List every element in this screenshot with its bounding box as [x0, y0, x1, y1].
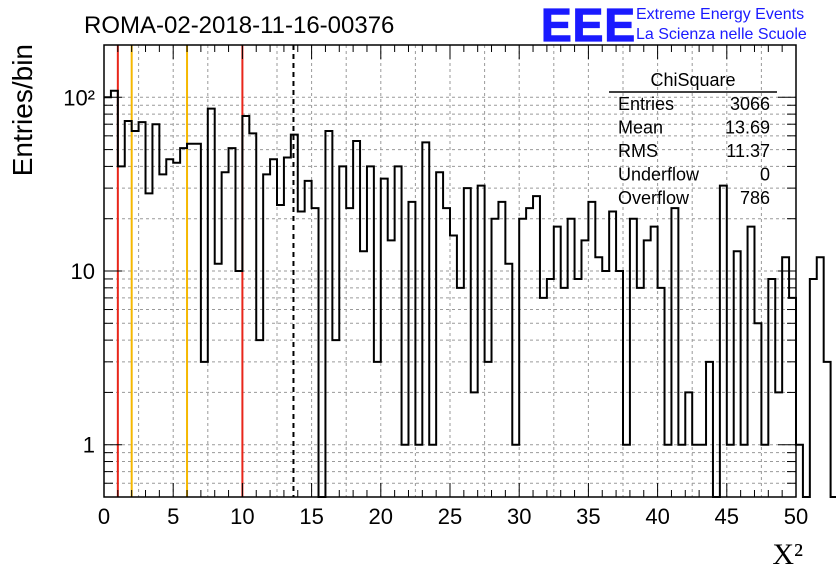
stats-row-value: 0 [760, 165, 770, 185]
stats-row-value: 786 [740, 188, 770, 208]
eee-logo: EEE Extreme Energy Events La Scienza nel… [540, 0, 807, 52]
x-axis-label: X² [772, 538, 803, 571]
x-tick-label: 40 [645, 504, 669, 529]
x-tick-labels: 0 5 10 15 20 25 30 35 40 45 50 [98, 504, 808, 529]
y-tick-label: 1 [83, 433, 95, 458]
stats-box: ChiSquare Entries 3066 Mean 13.69 RMS 11.37 Un… [609, 70, 777, 208]
stats-row-label: RMS [618, 141, 658, 161]
x-tick-label: 20 [369, 504, 393, 529]
axis-ticks [103, 44, 797, 498]
x-tick-label: 50 [784, 504, 808, 529]
x-tick-label: 30 [507, 504, 531, 529]
stats-row-label: Entries [618, 94, 674, 114]
y-tick-labels: 1 10 10² [63, 85, 95, 457]
x-tick-label: 45 [715, 504, 739, 529]
stats-title: ChiSquare [650, 70, 735, 90]
stats-row-label: Underflow [618, 165, 700, 185]
x-tick-label: 35 [576, 504, 600, 529]
histogram-line [104, 89, 836, 498]
logo-line-2: La Scienza nelle Scuole [636, 26, 807, 43]
x-tick-label: 5 [167, 504, 179, 529]
x-tick-label: 10 [230, 504, 254, 529]
stats-row-value: 3066 [730, 94, 770, 114]
y-axis-label: Entries/bin [7, 44, 38, 176]
eee-logo-text: EEE [541, 0, 636, 51]
run-title: ROMA-02-2018-11-16-00376 [84, 12, 394, 39]
stats-rows: Entries 3066 Mean 13.69 RMS 11.37 Underflow 0 Ov… [618, 94, 770, 208]
x-tick-label: 0 [98, 504, 110, 529]
x-tick-label: 15 [299, 504, 323, 529]
y-tick-label: 10² [63, 85, 95, 110]
stats-row-value: 11.37 [726, 141, 770, 161]
y-tick-label: 10 [71, 259, 95, 284]
stats-row-label: Overflow [618, 188, 690, 208]
stats-row-label: Mean [618, 118, 663, 138]
x-tick-label: 25 [438, 504, 462, 529]
logo-line-1: Extreme Energy Events [636, 6, 804, 23]
grid-lines [104, 45, 796, 497]
stats-row-value: 13.69 [725, 118, 770, 138]
